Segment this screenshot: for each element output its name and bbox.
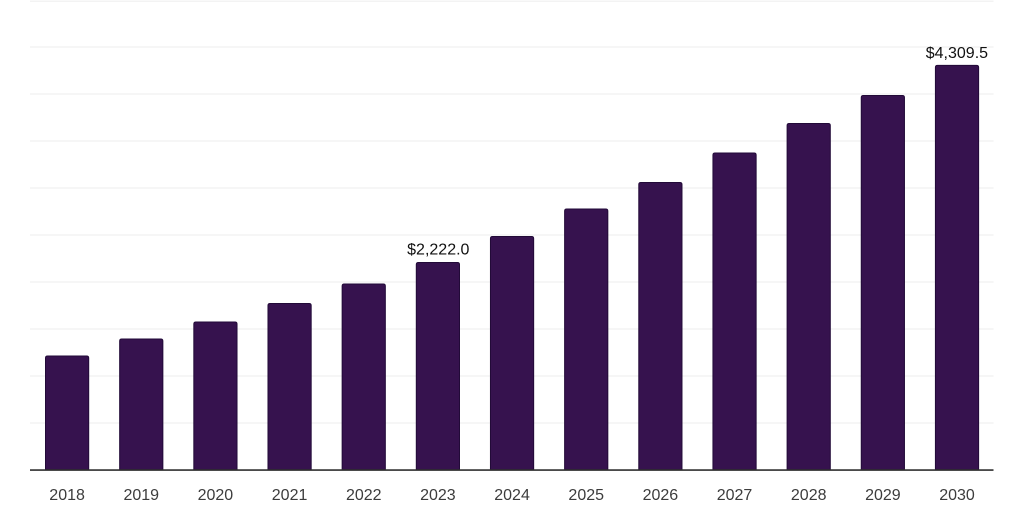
svg-text:2023: 2023 [420,487,456,504]
svg-text:2029: 2029 [865,487,901,504]
svg-text:2027: 2027 [717,487,753,504]
svg-text:2030: 2030 [939,487,975,504]
svg-text:2019: 2019 [123,487,159,504]
svg-text:2026: 2026 [643,487,679,504]
svg-text:2020: 2020 [198,487,234,504]
svg-text:2028: 2028 [791,487,827,504]
svg-text:2022: 2022 [346,487,382,504]
svg-text:2024: 2024 [494,487,530,504]
svg-text:$2,222.0: $2,222.0 [407,242,469,259]
svg-text:2025: 2025 [568,487,604,504]
svg-text:2018: 2018 [49,487,85,504]
svg-text:2021: 2021 [272,487,308,504]
svg-text:$4,309.5: $4,309.5 [926,45,988,62]
